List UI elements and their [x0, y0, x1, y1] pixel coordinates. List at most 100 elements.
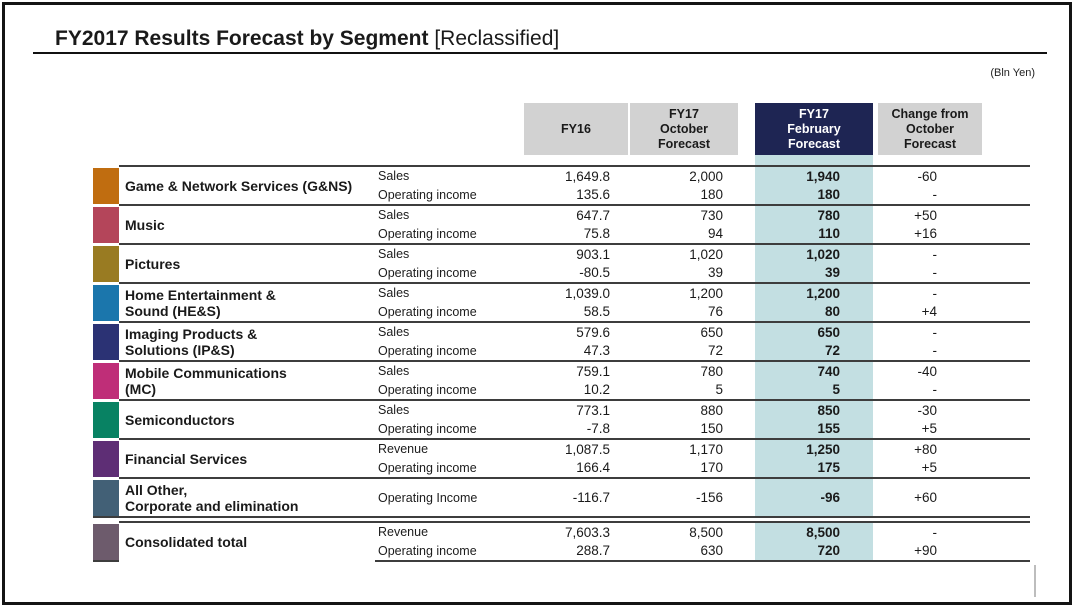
value-change: - — [932, 265, 938, 281]
value-february: 5 — [755, 380, 873, 400]
page-title: FY2017 Results Forecast by Segment [Recl… — [55, 27, 559, 51]
segment-row: Home Entertainment & Sound (HE&S) Sales … — [93, 281, 1030, 322]
segment-row: Operating income 166.4 170 175 +5 — [93, 458, 1030, 478]
segment-row: All Other, Corporate and elimination Ope… — [93, 476, 1030, 518]
segment-name: Game & Network Services (G&NS) — [119, 165, 375, 205]
value-october: 780 — [630, 360, 755, 381]
segment-row: Game & Network Services (G&NS) Sales 1,6… — [93, 164, 1030, 205]
value-october: 1,020 — [630, 243, 755, 264]
value-october: -156 — [630, 477, 755, 518]
value-february: 72 — [755, 341, 873, 361]
value-change: +5 — [921, 421, 937, 437]
row-label: Sales — [375, 165, 522, 186]
header-spacer — [93, 103, 522, 166]
segment-row: Operating income -80.5 39 39 - — [93, 263, 1030, 283]
segment-row: Operating income 135.6 180 180 - — [93, 185, 1030, 205]
row-label: Sales — [375, 360, 522, 381]
value-fy16: 135.6 — [576, 187, 610, 203]
segment-color-bar — [93, 320, 119, 361]
value-change: +16 — [914, 226, 937, 242]
header-row: FY16 FY17 October Forecast FY17 February… — [93, 103, 1030, 166]
value-fy16: -7.8 — [586, 421, 610, 437]
value-change: +60 — [873, 477, 1030, 518]
value-change: +80 — [873, 438, 1030, 459]
value-change: +5 — [921, 460, 937, 476]
value-february: 110 — [755, 224, 873, 244]
total-row: Consolidated total Revenue 7,603.3 8,500… — [93, 520, 1030, 562]
value-fy16: 1,039.0 — [522, 282, 630, 303]
title-rule — [33, 52, 1047, 54]
value-change: - — [873, 282, 1030, 303]
value-change: - — [932, 382, 938, 398]
segment-name: All Other, Corporate and elimination — [119, 477, 375, 518]
value-october: 76 — [707, 304, 723, 320]
segment-name: Semiconductors — [119, 399, 375, 439]
row-label: Operating income — [378, 187, 477, 202]
segment-name: Pictures — [119, 243, 375, 283]
value-fy16: -80.5 — [579, 265, 610, 281]
value-fy16: 1,087.5 — [522, 438, 630, 459]
segment-color-bar — [93, 476, 119, 518]
segment-row: Operating income 10.2 5 5 - — [93, 380, 1030, 400]
value-february: 1,200 — [755, 282, 873, 303]
segment-row: Operating income 75.8 94 110 +16 — [93, 224, 1030, 244]
value-october: 1,170 — [630, 438, 755, 459]
value-change: -60 — [873, 165, 1030, 186]
value-fy16: 759.1 — [522, 360, 630, 381]
segment-row: Financial Services Revenue 1,087.5 1,170… — [93, 437, 1030, 478]
value-october: 170 — [700, 460, 723, 476]
segment-color-bar — [93, 281, 119, 322]
value-change: -40 — [873, 360, 1030, 381]
slide: FY2017 Results Forecast by Segment [Recl… — [2, 2, 1072, 605]
segment-color-bar — [93, 242, 119, 283]
row-label: Operating income — [375, 541, 522, 562]
value-october: 39 — [707, 265, 723, 281]
value-fy16: 1,649.8 — [522, 165, 630, 186]
value-fy16: 773.1 — [522, 399, 630, 420]
row-label: Sales — [375, 282, 522, 303]
segment-name: Imaging Products & Solutions (IP&S) — [119, 321, 375, 361]
value-february: 180 — [755, 185, 873, 205]
value-fy16: 647.7 — [522, 204, 630, 225]
value-change: - — [873, 243, 1030, 264]
row-label: Operating income — [378, 460, 477, 475]
value-fy16: 7,603.3 — [522, 521, 630, 542]
segment-row: Mobile Communications (MC) Sales 759.1 7… — [93, 359, 1030, 400]
value-february: 1,020 — [755, 243, 873, 264]
segment-color-bar — [93, 437, 119, 478]
segment-color-bar — [93, 520, 119, 562]
value-fy16: 75.8 — [583, 226, 610, 242]
row-label: Operating income — [378, 226, 477, 241]
value-fy16: 166.4 — [576, 460, 610, 476]
value-february: 740 — [755, 360, 873, 381]
value-fy16: 288.7 — [522, 541, 630, 562]
value-february: 8,500 — [755, 521, 873, 542]
segment-name: Mobile Communications (MC) — [119, 360, 375, 400]
row-label: Revenue — [375, 521, 522, 542]
value-october: 72 — [707, 343, 723, 359]
value-february: 155 — [755, 419, 873, 439]
total-row: Operating income 288.7 630 720 +90 — [93, 541, 1030, 562]
value-change: +4 — [921, 304, 937, 320]
value-february: 1,940 — [755, 165, 873, 186]
value-february: 175 — [755, 458, 873, 478]
col-header-october-forecast: FY17 October Forecast — [630, 103, 755, 166]
segment-color-bar — [93, 398, 119, 439]
value-change: +50 — [873, 204, 1030, 225]
segment-row: Imaging Products & Solutions (IP&S) Sale… — [93, 320, 1030, 361]
value-change: - — [932, 343, 938, 359]
row-label: Sales — [375, 204, 522, 225]
unit-note: (Bln Yen) — [990, 67, 1035, 79]
value-change: -30 — [873, 399, 1030, 420]
row-label: Operating income — [378, 421, 477, 436]
row-label: Revenue — [375, 438, 522, 459]
value-february: 720 — [755, 541, 873, 562]
value-february: 39 — [755, 263, 873, 283]
value-october: 730 — [630, 204, 755, 225]
segment-row: Operating income -7.8 150 155 +5 — [93, 419, 1030, 439]
value-october: 8,500 — [630, 521, 755, 542]
row-label: Operating income — [378, 382, 477, 397]
segment-name: Financial Services — [119, 438, 375, 478]
value-fy16: 579.6 — [522, 321, 630, 342]
segment-color-bar — [93, 359, 119, 400]
